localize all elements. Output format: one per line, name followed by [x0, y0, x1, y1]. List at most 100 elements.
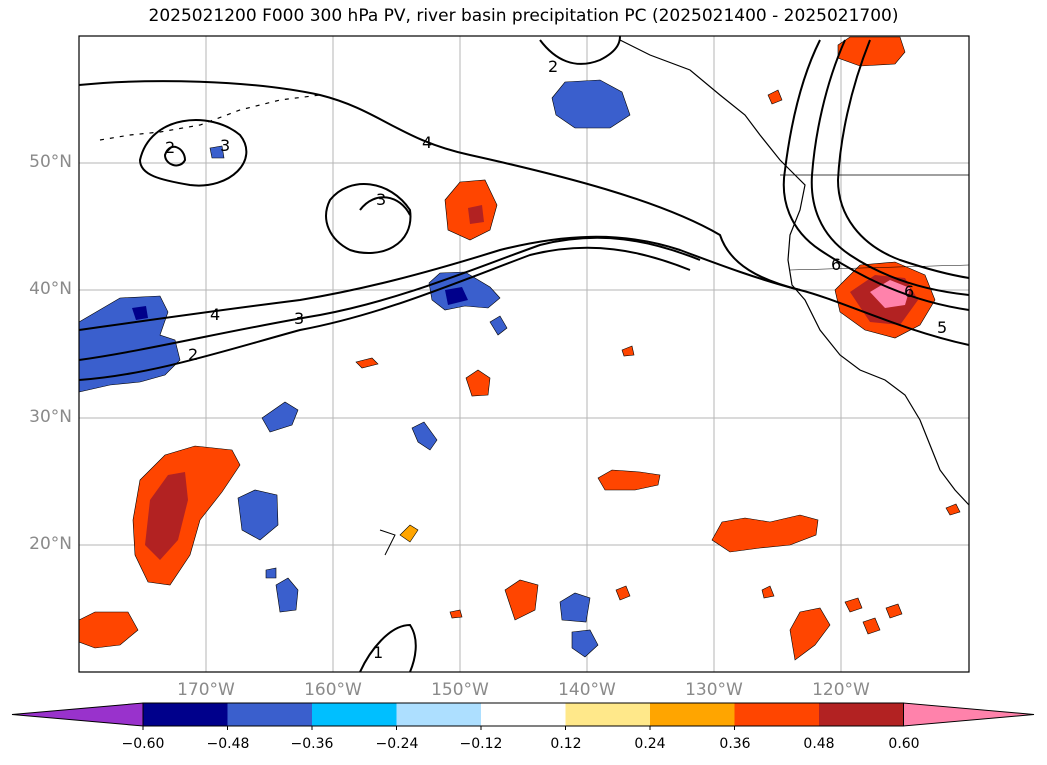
- pv-contour-3: [78, 236, 701, 361]
- pos-area-small-1: [399, 524, 419, 543]
- contour-label: 2: [548, 57, 558, 76]
- colorbar-segment: [396, 703, 482, 726]
- colorbar: [11, 702, 1035, 730]
- neg-area-small-3: [265, 567, 277, 579]
- contour-label: 3: [376, 190, 386, 209]
- contour-label: 3: [294, 309, 304, 328]
- neg-area-152w: [411, 421, 438, 451]
- pos-peak-california: [870, 280, 910, 308]
- pv-contours: [78, 35, 970, 673]
- aleutian-islands: [99, 94, 321, 141]
- pos-area-small-4: [844, 597, 863, 613]
- lat-label-50n: 50°N: [29, 152, 72, 172]
- pos-core-170w: [145, 472, 188, 560]
- pv-contour-2-north: [539, 35, 621, 65]
- neg-area-north: [551, 79, 631, 129]
- pos-core-147w: [468, 205, 484, 224]
- pv-contour-2: [78, 246, 691, 381]
- pv-contour-4-north: [78, 80, 970, 346]
- pos-area-small-7: [615, 585, 631, 601]
- colorbar-tick: 0.12: [550, 736, 582, 752]
- contour-label: 6: [831, 255, 841, 274]
- contour-labels: 2 3 4 3 4 3 2 2 1 5 6 6: [165, 57, 947, 662]
- neg-area-small-1: [489, 315, 508, 336]
- colorbar-segment: [565, 703, 651, 726]
- pos-area-small-6: [885, 603, 903, 619]
- map-frame: [78, 35, 970, 673]
- colorbar-tick: 0.48: [803, 736, 835, 752]
- colorbar-tick: −0.48: [206, 736, 250, 752]
- colorbar-tick: −0.60: [121, 736, 165, 752]
- neg-area-30n: [261, 401, 299, 433]
- colorbar-extend-low: [11, 702, 144, 727]
- contour-label: 1: [373, 643, 383, 662]
- colorbar-extend-high: [903, 702, 1035, 727]
- colorbar-tick: −0.36: [290, 736, 334, 752]
- north-america-coast: [619, 39, 970, 506]
- pos-area-small-5: [862, 617, 881, 635]
- neg-area-small-2: [209, 145, 225, 159]
- lat-label-30n: 30°N: [29, 407, 72, 427]
- lat-label-40n: 40°N: [29, 279, 72, 299]
- lat-label-20n: 20°N: [29, 534, 72, 554]
- hawaii-islands: [379, 529, 396, 556]
- pv-contour-5: [782, 39, 970, 311]
- pos-area-145w-14n: [504, 579, 539, 621]
- neg-area-141w-10n: [571, 629, 599, 658]
- colorbar-segment: [481, 703, 566, 726]
- colorbar-segment: [227, 703, 313, 726]
- lon-label-140w: 140°W: [558, 680, 616, 700]
- neg-area-141w-13n: [559, 592, 591, 623]
- colorbar-segment: [143, 703, 228, 726]
- pv-contour-6: [810, 39, 970, 296]
- contour-label: 5: [937, 318, 947, 337]
- colorbar-tick: 0.24: [634, 736, 666, 752]
- pos-area-small-2: [355, 357, 379, 369]
- pos-area-128w-20n: [711, 514, 819, 553]
- colorbar-segment: [312, 703, 397, 726]
- map-background: [79, 36, 969, 672]
- contour-label: 2: [165, 138, 175, 157]
- neg-area-150w: [428, 271, 501, 311]
- neg-core-west: [132, 306, 148, 320]
- pos-area-small-9: [945, 503, 961, 516]
- map-title: 2025021200 F000 300 hPa PV, river basin …: [148, 6, 899, 26]
- pos-area-148w-33n: [465, 369, 491, 397]
- colorbar-border: [142, 702, 904, 727]
- coastlines: [99, 39, 970, 556]
- neg-area-20n: [237, 489, 279, 541]
- pv-contour-4-south: [78, 235, 801, 331]
- colorbar-segment: [819, 703, 904, 726]
- lon-label-150w: 150°W: [431, 680, 489, 700]
- pos-area-southwest: [78, 611, 139, 649]
- pos-area-small-8: [761, 585, 775, 599]
- colorbar-tick: 0.60: [888, 736, 920, 752]
- contour-label: 3: [220, 136, 230, 155]
- pos-area-small-11: [767, 89, 783, 105]
- lon-label-130w: 130°W: [685, 680, 743, 700]
- pos-area-123w-12n: [789, 607, 831, 661]
- pv-contour-3-inner: [359, 196, 411, 216]
- contour-label: 2: [188, 345, 198, 364]
- pos-area-small-10: [449, 609, 463, 619]
- lon-label-160w: 160°W: [304, 680, 362, 700]
- colorbar-segment: [650, 703, 735, 726]
- colorbar-segment: [734, 703, 820, 726]
- pv-contour-6-inner: [836, 39, 970, 279]
- neg-area-165w-15n: [275, 577, 299, 613]
- pos-area-small-3: [621, 345, 635, 357]
- colorbar-tick: 0.36: [719, 736, 751, 752]
- colorbar-tick: −0.12: [459, 736, 503, 752]
- pv-contour-3-loop: [138, 119, 248, 187]
- state-border: [789, 264, 970, 271]
- contour-label: 4: [210, 305, 220, 324]
- pos-area-north-coast: [837, 36, 906, 67]
- contour-label: 6: [904, 282, 914, 301]
- pv-contour-3-loop-center: [325, 183, 412, 255]
- lon-label-120w: 120°W: [812, 680, 870, 700]
- neg-core-150w: [445, 287, 468, 305]
- contour-label: 4: [422, 133, 432, 152]
- pv-contour-2-loop: [163, 145, 187, 167]
- colorbar-tick: −0.24: [375, 736, 419, 752]
